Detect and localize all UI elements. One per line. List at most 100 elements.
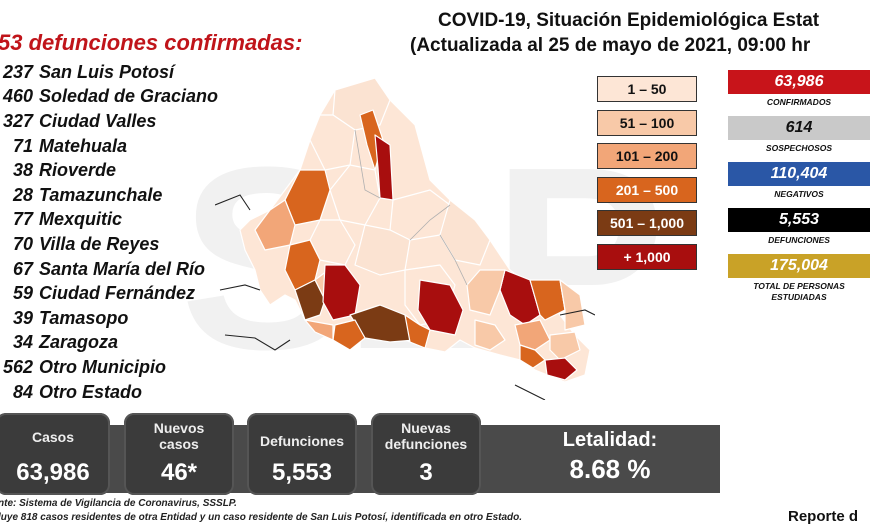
card-defunciones: Defunciones 5,553 — [247, 413, 357, 495]
map-inner-boundary-2 — [409, 204, 451, 241]
municipality-deaths-count: 67 — [12, 258, 33, 279]
map-region-mexquitic — [294, 279, 326, 321]
municipality-name: Otro Estado — [39, 381, 143, 402]
municipality-row: 70 Villa de Reyes — [0, 232, 218, 257]
municipality-row: 237 San Luis Potosí — [0, 60, 218, 85]
municipality-row: 38 Rioverde — [0, 158, 218, 183]
stat-caption: TOTAL DE PERSONAS ESTUDIADAS — [753, 281, 845, 302]
card-letalidad: Letalidad: 8.68 % — [500, 423, 720, 493]
title-line-2: (Actualizada al 25 de mayo de 2021, 09:0… — [410, 35, 811, 56]
municipality-name: Tamazunchale — [39, 184, 163, 205]
municipality-row: 34 Zaragoza — [0, 331, 218, 356]
municipality-name: Ciudad Valles — [39, 110, 157, 131]
stat-block: 110,404 NEGATIVOS — [728, 162, 870, 200]
municipality-name: Otro Municipio — [39, 356, 166, 377]
municipality-deaths-count: 327 — [2, 110, 33, 131]
legend-range-box: 201 – 500 — [597, 176, 697, 203]
letalidad-value: 8.68 % — [569, 454, 651, 484]
municipality-row: 460 Soledad de Graciano — [0, 85, 218, 110]
card-defunciones-label: Defunciones — [259, 433, 344, 449]
legend-range-box: 1 – 50 — [597, 76, 697, 102]
stat-block: 63,986 CONFIRMADOS — [728, 70, 870, 108]
map-region-huasteca-4 — [474, 319, 506, 351]
map-region-southwest — [304, 319, 334, 341]
map-region-riverde-area — [404, 314, 431, 349]
municipality-deaths-count: 71 — [12, 135, 33, 156]
card-defunciones-value: 5,553 — [271, 459, 333, 486]
source-footer: nte: Sistema de Vigilancia de Coronaviru… — [0, 497, 522, 525]
municipality-deaths-count: 70 — [12, 233, 33, 254]
card-nuevos-label: Nuevos casos — [153, 420, 205, 452]
municipality-row: 84 Otro Estado — [0, 380, 218, 405]
stat-caption: CONFIRMADOS — [766, 97, 832, 107]
municipality-name: Matehuala — [39, 135, 128, 156]
municipality-row: 562 Otro Municipio — [0, 355, 218, 380]
municipality-deaths-count: 28 — [12, 184, 33, 205]
stat-caption: DEFUNCIONES — [768, 235, 830, 245]
state-map — [215, 77, 595, 400]
municipality-deaths-count: 562 — [2, 356, 33, 377]
map-region-soledad-sur — [417, 279, 464, 336]
card-nuevas-def-label: Nuevas defunciones — [384, 420, 468, 452]
card-nuevas-def-value: 3 — [419, 459, 433, 486]
municipality-deaths-count: 84 — [12, 381, 33, 402]
municipality-name: Santa María del Río — [39, 258, 206, 279]
page-title: COVID-19, Situación Epidemiológica Estat… — [400, 8, 870, 58]
stat-block: 5,553 DEFUNCIONES — [728, 208, 870, 246]
legend-range-box: + 1,000 — [597, 243, 697, 270]
card-nuevas-defunciones: Nuevas defunciones 3 — [371, 413, 481, 495]
legend-range-box: 51 – 100 — [597, 109, 697, 136]
letalidad-label: Letalidad: — [562, 429, 658, 451]
municipality-row: 28 Tamazunchale — [0, 183, 218, 208]
map-region-cedral — [374, 134, 394, 201]
stat-value: 5,553 — [728, 208, 870, 232]
municipality-deaths-count: 59 — [12, 283, 33, 304]
municipality-deaths-list: 237 San Luis Potosí 460 Soledad de Graciano… — [0, 60, 218, 404]
footer-line-2: luye 818 casos residentes de otra Entida… — [0, 512, 523, 523]
stat-block: 175,004 TOTAL DE PERSONAS ESTUDIADAS — [728, 254, 870, 303]
municipality-name: Tamasopo — [39, 307, 129, 328]
stat-value: 614 — [728, 116, 870, 140]
stat-value: 63,986 — [728, 70, 870, 94]
municipality-name: Soledad de Graciano — [39, 86, 219, 107]
bottom-band — [0, 425, 720, 493]
map-region-tamuin — [529, 279, 566, 321]
municipality-deaths-count: 38 — [12, 160, 33, 181]
map-region-ebano — [559, 279, 586, 331]
deaths-heading: 53 defunciones confirmadas: — [0, 30, 303, 55]
municipality-deaths-count: 77 — [12, 209, 33, 230]
municipality-deaths-count: 237 — [2, 61, 33, 82]
legend-range-box: 501 – 1,000 — [597, 210, 697, 236]
municipality-row: 71 Matehuala — [0, 134, 218, 159]
card-casos: Casos 63,986 — [0, 413, 110, 495]
municipality-row: 39 Tamasopo — [0, 306, 218, 331]
color-scale-legend: 1 – 50 51 – 100 101 – 200 201 – 500 501 – 1,… — [597, 76, 697, 277]
stat-value: 175,004 — [728, 254, 870, 278]
stat-block: 614 SOSPECHOSOS — [728, 116, 870, 154]
municipality-deaths-count: 34 — [12, 332, 33, 353]
municipality-name: Ciudad Fernández — [39, 283, 196, 304]
stat-caption: SOSPECHOSOS — [765, 143, 833, 153]
municipality-name: San Luis Potosí — [39, 61, 175, 82]
municipality-name: Villa de Reyes — [39, 233, 160, 254]
municipality-row: 77 Mexquitic — [0, 208, 218, 233]
report-label: Reporte d — [788, 508, 859, 525]
title-line-1: COVID-19, Situación Epidemiológica Estat — [438, 10, 820, 31]
map-inner-boundary-3 — [439, 234, 468, 286]
card-nuevos-casos: Nuevos casos 46* — [124, 413, 234, 495]
footer-line-1: nte: Sistema de Vigilancia de Coronaviru… — [0, 498, 237, 509]
map-inner-boundary-1 — [354, 129, 381, 199]
municipality-name: Zaragoza — [39, 332, 119, 353]
map-region-tamazunchale — [544, 357, 578, 381]
card-casos-value: 63,986 — [16, 459, 90, 486]
municipality-deaths-count: 39 — [12, 307, 33, 328]
municipality-row: 327 Ciudad Valles — [0, 109, 218, 134]
municipality-row: 67 Santa María del Río — [0, 257, 218, 282]
stat-value: 110,404 — [728, 162, 870, 186]
map-region-huasteca-3 — [519, 344, 546, 369]
map-region-huasteca-1 — [514, 319, 551, 351]
summary-stats: 63,986 CONFIRMADOS 614 SOSPECHOSOS 110,404 NE… — [728, 70, 870, 311]
municipality-name: Rioverde — [39, 160, 117, 181]
legend-range-box: 101 – 200 — [597, 143, 697, 169]
stat-caption: NEGATIVOS — [774, 189, 824, 199]
